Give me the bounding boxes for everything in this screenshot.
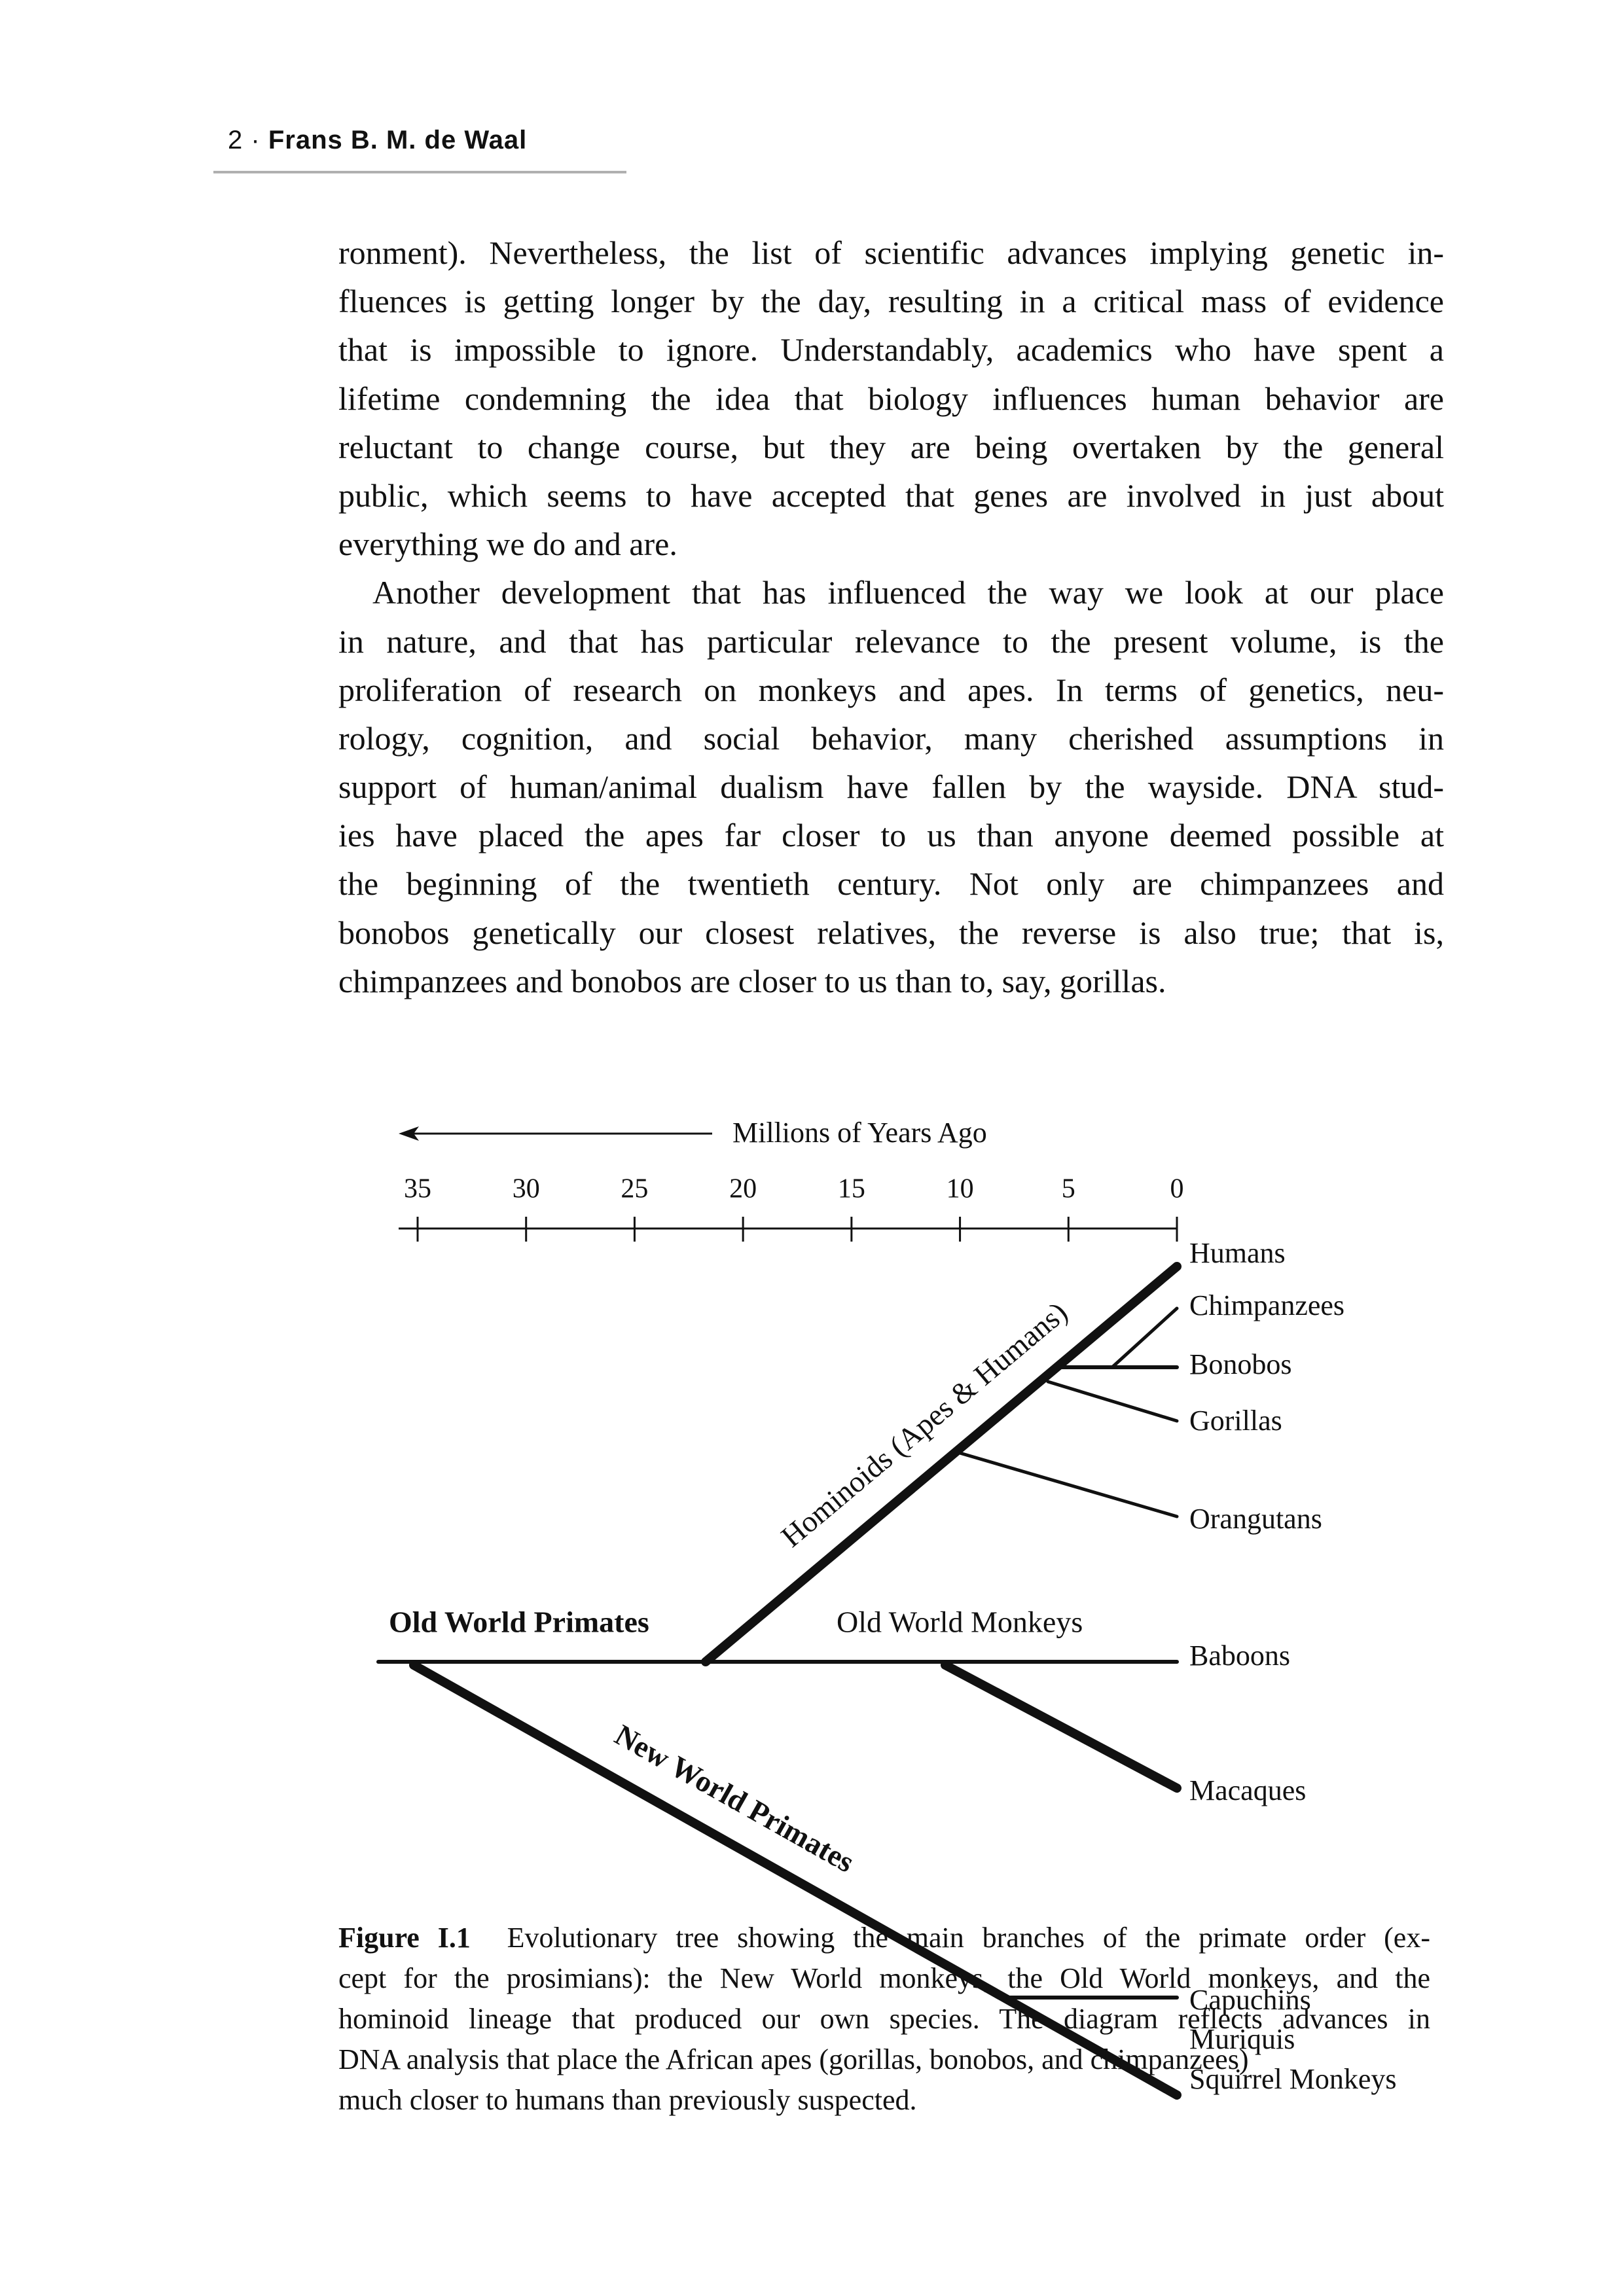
taxon-label: Chimpanzees <box>1189 1289 1344 1321</box>
text-line: bonobos genetically our closest relative… <box>338 914 1444 951</box>
text-line: the beginning of the twentieth century. … <box>338 865 1444 903</box>
text-line: everything we do and are. <box>338 526 677 563</box>
figure-caption: Figure I.1 Evolutionary tree showing the… <box>338 1918 1430 2121</box>
text-line: support of human/animal dualism have fal… <box>338 768 1444 806</box>
caption-line: much closer to humans than previously su… <box>338 2084 917 2116</box>
axis-tick-label: 30 <box>513 1174 540 1204</box>
taxon-label: Humans <box>1189 1237 1286 1269</box>
label-old-world-monkeys: Old World Monkeys <box>837 1605 1083 1639</box>
taxon-label: Bonobos <box>1189 1348 1291 1380</box>
caption-label: Figure I.1 <box>338 1922 471 1954</box>
text-line: Another development that has influenced … <box>372 574 1444 611</box>
page-number: 2 <box>228 126 244 154</box>
text-line: ronment). Nevertheless, the list of scie… <box>338 234 1444 271</box>
taxon-label: Capuchins <box>1189 1984 1311 2016</box>
taxon-label: Orangutans <box>1189 1503 1322 1535</box>
text-line: in nature, and that has particular relev… <box>338 622 1444 660</box>
taxon-label: Baboons <box>1189 1640 1290 1672</box>
taxon-label: Squirrel Monkeys <box>1189 2063 1397 2095</box>
axis-tick-label: 10 <box>947 1174 974 1204</box>
axis-tick-label: 5 <box>1062 1174 1075 1204</box>
caption-line: DNA analysis that place the African apes… <box>338 2043 1249 2075</box>
arrow-head-icon <box>399 1126 419 1141</box>
body-text: ronment). Nevertheless, the list of scie… <box>338 228 1444 1005</box>
author-name: Frans B. M. de Waal <box>268 126 528 154</box>
text-line: chimpanzees and bonobos are closer to us… <box>338 962 1166 999</box>
branch-hominoids <box>701 1262 1182 1666</box>
caption-line: hominoid lineage that produced our own s… <box>338 2003 1430 2035</box>
axis-tick-label: 25 <box>621 1174 648 1204</box>
taxon-label: Gorillas <box>1189 1405 1282 1437</box>
label-hominoids: Hominoids (Apes & Humans) <box>775 1295 1074 1554</box>
label-old-world-primates: Old World Primates <box>389 1605 649 1639</box>
branch-macaques <box>941 1660 1182 1793</box>
axis-tick-label: 15 <box>838 1174 865 1204</box>
text-line: fluences is getting longer by the day, r… <box>338 283 1444 320</box>
branch-chimpanzees <box>1110 1306 1179 1369</box>
caption-line: cept for the prosimians): the New World … <box>338 1962 1430 1994</box>
taxon-label: Macaques <box>1189 1774 1306 1806</box>
text-line: reluctant to change course, but they are… <box>338 428 1444 465</box>
caption-line: Evolutionary tree showing the main branc… <box>507 1922 1430 1954</box>
axis-tick-label: 20 <box>729 1174 757 1204</box>
text-line: rology, cognition, and social behavior, … <box>338 719 1444 757</box>
text-line: proliferation of research on monkeys and… <box>338 671 1444 708</box>
running-header: 2 · Frans B. M. de Waal <box>228 126 527 155</box>
axis-tick-label: 35 <box>404 1174 431 1204</box>
axis-tick-label: 0 <box>1170 1174 1184 1204</box>
branch-orangutans <box>956 1450 1179 1518</box>
text-line: ies have placed the apes far closer to u… <box>338 817 1444 854</box>
branch-gorillas <box>1046 1380 1179 1423</box>
taxon-label: Muriquis <box>1189 2023 1295 2055</box>
text-line: lifetime condemning the idea that biolog… <box>338 380 1444 417</box>
axis-title: Millions of Years Ago <box>732 1117 987 1149</box>
header-separator: · <box>251 126 261 154</box>
text-line: public, which seems to have accepted tha… <box>338 476 1444 514</box>
branch-new-world-primates <box>409 1660 1182 2100</box>
header-rule <box>213 171 626 173</box>
text-line: that is impossible to ignore. Understand… <box>338 331 1444 368</box>
